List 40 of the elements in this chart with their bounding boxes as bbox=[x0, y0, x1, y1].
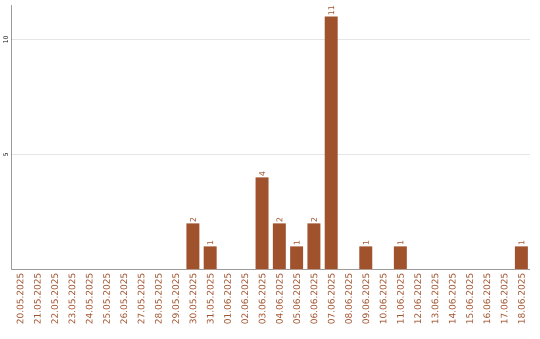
x-tick-label: 05.06.2025 bbox=[293, 274, 300, 324]
x-tick-label: 15.06.2025 bbox=[466, 274, 473, 324]
x-tick-label: 26.05.2025 bbox=[120, 274, 128, 324]
x-tick-label: 14.06.2025 bbox=[448, 274, 456, 324]
x-tick-label: 22.05.2025 bbox=[51, 274, 58, 324]
bar bbox=[290, 246, 304, 270]
x-tick-label: 21.05.2025 bbox=[34, 274, 41, 324]
x-tick-label: 31.05.2025 bbox=[206, 274, 214, 324]
bar bbox=[204, 246, 217, 270]
x-tick-label: 29.05.2025 bbox=[172, 274, 179, 324]
x-tick-label: 13.06.2025 bbox=[432, 274, 438, 324]
bar bbox=[514, 246, 528, 270]
x-tick-label: 12.06.2025 bbox=[414, 274, 422, 324]
x-tick-label: 04.06.2025 bbox=[276, 274, 283, 324]
x-tick-label: 03.06.2025 bbox=[258, 274, 266, 324]
x-tick-label: 30.05.2025 bbox=[189, 274, 196, 324]
x-tick-label: 08.06.2025 bbox=[345, 274, 352, 324]
bar bbox=[307, 223, 320, 270]
x-tick-label: 16.06.2025 bbox=[483, 274, 490, 324]
bar bbox=[186, 223, 200, 270]
bar bbox=[324, 16, 338, 270]
bar bbox=[359, 246, 372, 270]
x-tick-label: 11.06.2025 bbox=[396, 274, 404, 324]
x-tick-label: 06.06.2025 bbox=[310, 274, 318, 324]
x-tick-label: 17.06.2025 bbox=[500, 274, 508, 324]
x-tick-label: 20.05.2025 bbox=[16, 274, 24, 324]
bar bbox=[256, 177, 269, 270]
x-tick-label: 02.06.2025 bbox=[241, 274, 248, 324]
x-tick-label: 28.05.2025 bbox=[154, 274, 162, 324]
bar bbox=[394, 246, 407, 270]
x-tick-label: 01.06.2025 bbox=[224, 274, 231, 324]
x-tick-label: 09.06.2025 bbox=[362, 274, 370, 324]
x-tick-label: 27.05.2025 bbox=[138, 274, 144, 324]
x-tick-label: 10.06.2025 bbox=[380, 274, 386, 324]
x-tick-label: 25.05.2025 bbox=[103, 274, 110, 324]
x-tick-label: 23.05.2025 bbox=[68, 274, 76, 324]
x-tick-label: 24.05.2025 bbox=[86, 274, 93, 324]
x-tick-label: 18.06.2025 bbox=[518, 274, 525, 324]
x-tick-label: 07.06.2025 bbox=[328, 274, 335, 324]
bar bbox=[272, 223, 286, 270]
